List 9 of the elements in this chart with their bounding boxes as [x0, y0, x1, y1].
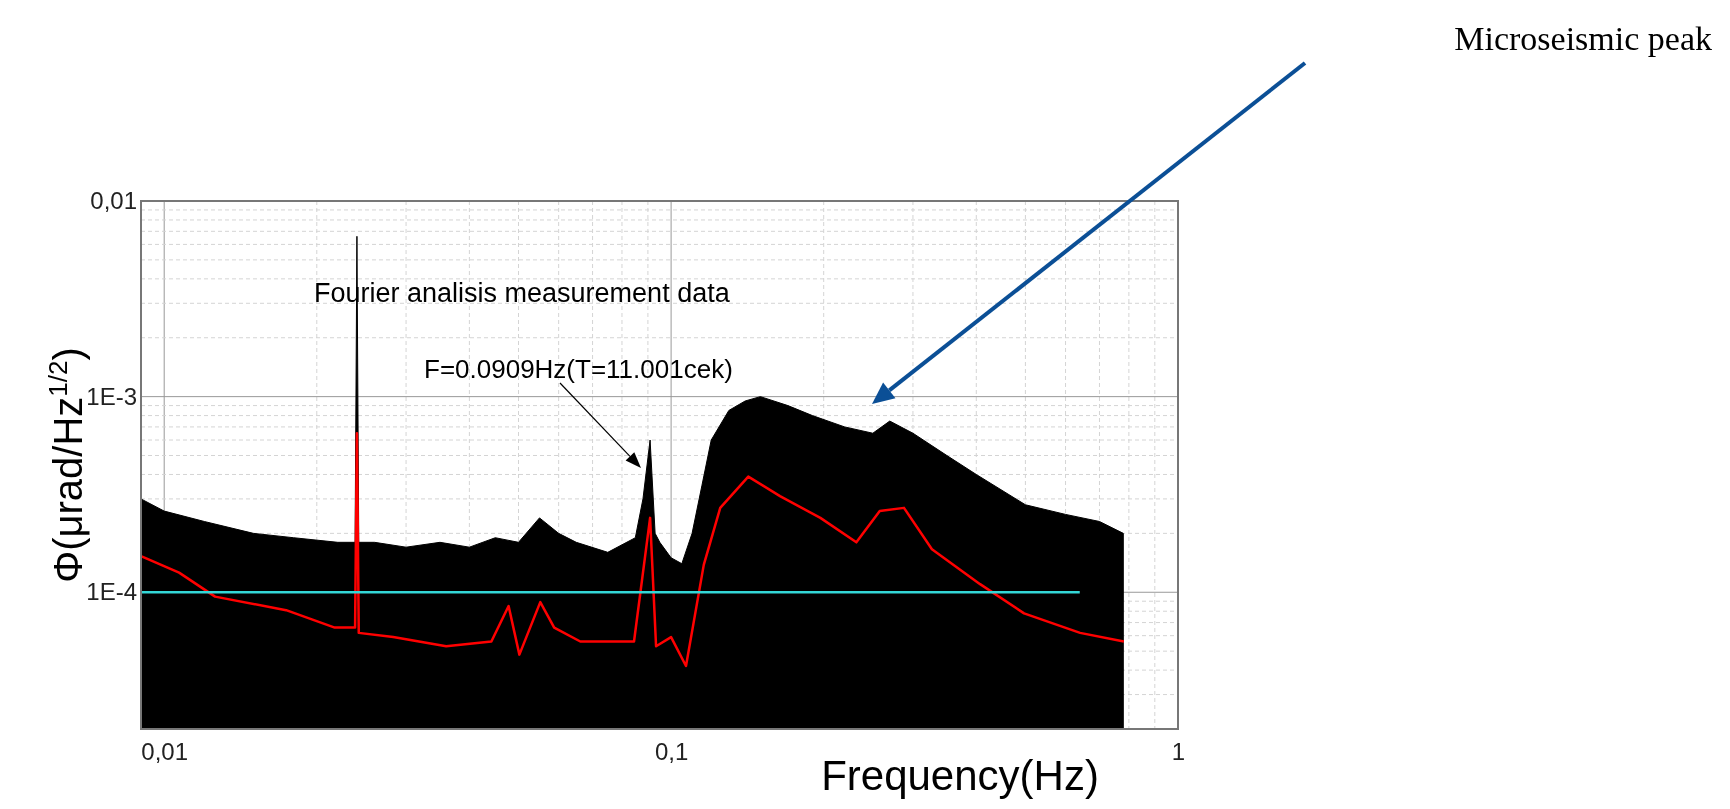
x-tick-label: 0,1: [654, 738, 689, 766]
y-tick-label: 1E-3: [86, 382, 137, 410]
y-tick-label: 0,01: [90, 187, 137, 215]
x-tick-label: 1: [1171, 738, 1186, 766]
annotation: F=0.0909Hz(T=11.001cek): [424, 354, 733, 384]
y-tick-label: 1E-4: [86, 578, 137, 606]
text: Microseismic peak: [1454, 20, 1712, 57]
x-tick-label: 0,01: [141, 738, 189, 766]
x-axis-title: Frequency(Hz): [821, 752, 1099, 799]
